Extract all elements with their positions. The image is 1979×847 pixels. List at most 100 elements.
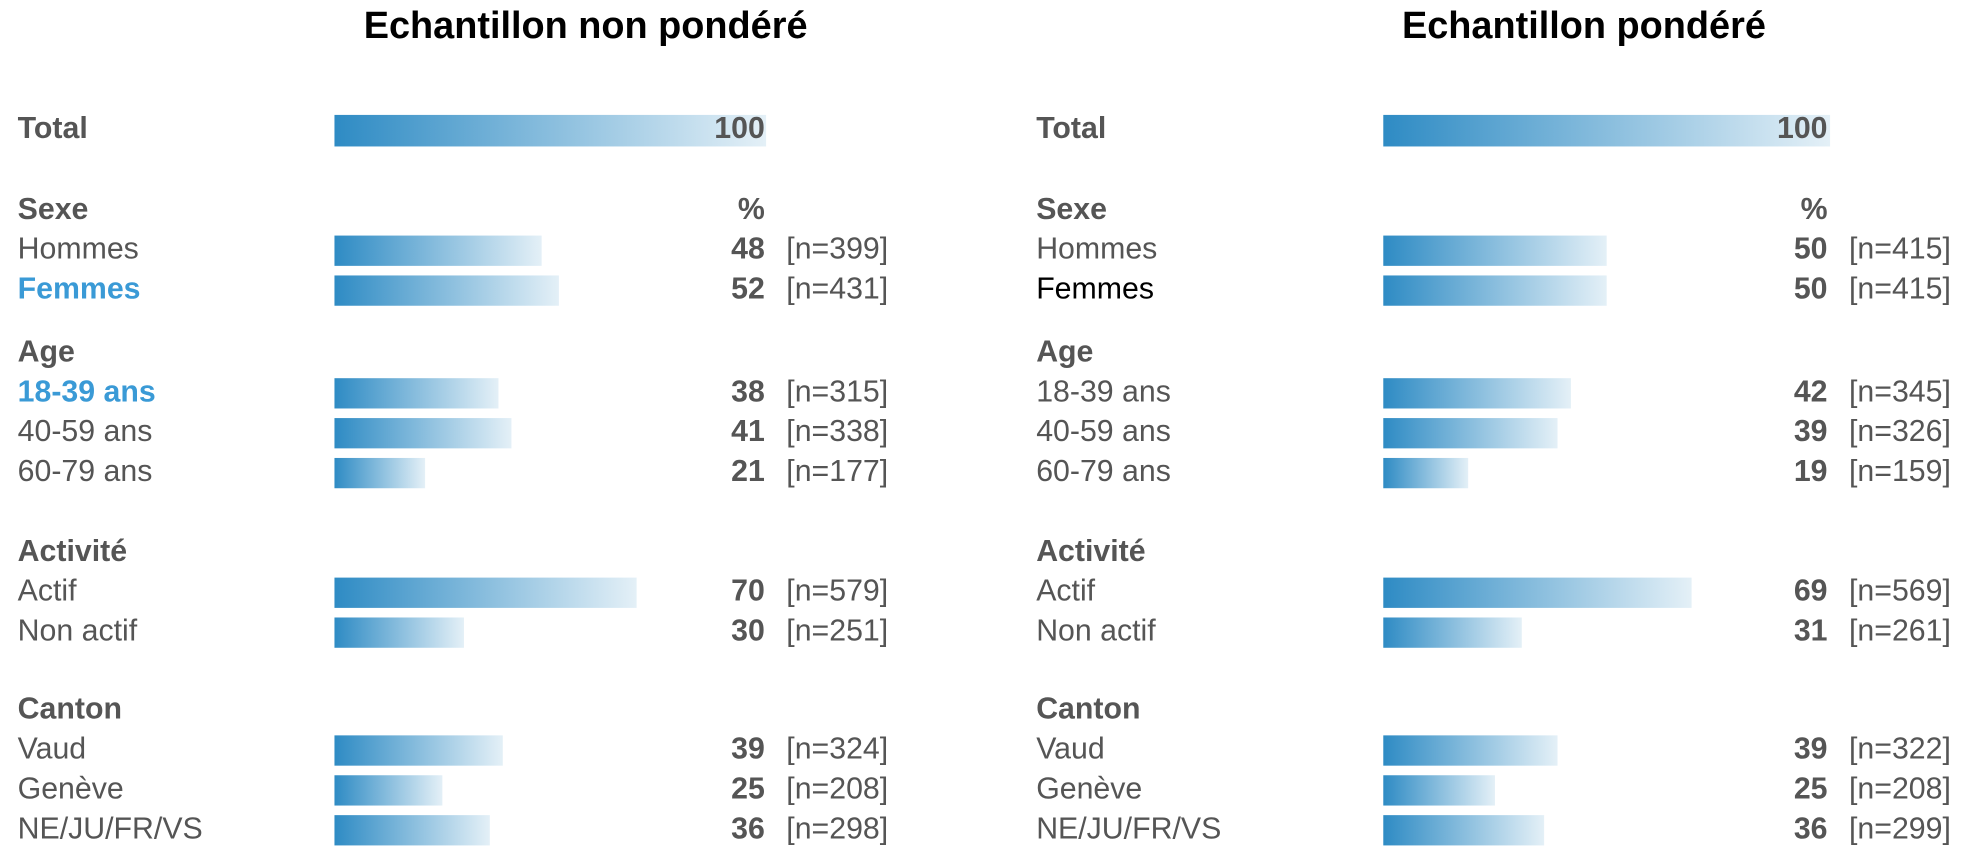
n-label: [n=251] xyxy=(786,615,888,648)
bar xyxy=(334,617,464,648)
value-label: 36 xyxy=(1794,812,1828,845)
bar xyxy=(1383,815,1545,846)
bar xyxy=(334,815,490,846)
total-bar xyxy=(1383,114,1831,147)
n-label: [n=322] xyxy=(1849,733,1951,766)
value-label: 39 xyxy=(731,733,765,766)
n-label: [n=315] xyxy=(786,375,888,408)
group-header: Sexe xyxy=(1036,193,1107,226)
bar xyxy=(334,775,443,806)
value-label: 25 xyxy=(731,772,765,805)
bar xyxy=(1383,418,1558,449)
category-label: Vaud xyxy=(1036,733,1104,766)
category-label: Genève xyxy=(18,772,124,805)
bar xyxy=(334,378,499,409)
value-label: 31 xyxy=(1794,615,1828,648)
category-label: Femmes xyxy=(18,273,141,306)
value-label: 39 xyxy=(1794,415,1828,448)
unit-header: % xyxy=(738,193,765,226)
n-label: [n=208] xyxy=(1849,772,1951,805)
unit-header: % xyxy=(1801,193,1828,226)
n-label: [n=299] xyxy=(1849,812,1951,845)
n-label: [n=159] xyxy=(1849,455,1951,488)
bar xyxy=(1383,378,1571,409)
category-label: Femmes xyxy=(1036,273,1154,306)
category-label: Genève xyxy=(1036,772,1142,805)
bar xyxy=(1383,577,1692,608)
group-header: Age xyxy=(18,335,75,368)
value-label: 50 xyxy=(1794,273,1828,306)
panel-title: Echantillon pondéré xyxy=(1402,5,1766,47)
total-label: Total xyxy=(1036,112,1106,145)
n-label: [n=579] xyxy=(786,575,888,608)
category-label: Actif xyxy=(1036,575,1095,608)
n-label: [n=324] xyxy=(786,733,888,766)
category-label: Hommes xyxy=(1036,233,1157,266)
group-header: Sexe xyxy=(18,193,89,226)
category-label: Non actif xyxy=(18,615,138,648)
value-label: 70 xyxy=(731,575,765,608)
group-header: Activité xyxy=(18,535,127,568)
total-value: 100 xyxy=(714,112,765,145)
n-label: [n=208] xyxy=(786,772,888,805)
value-label: 25 xyxy=(1794,772,1828,805)
bar xyxy=(1383,617,1522,648)
value-label: 39 xyxy=(1794,733,1828,766)
bar xyxy=(334,457,426,489)
value-label: 41 xyxy=(731,415,765,448)
panel-title: Echantillon non pondéré xyxy=(364,5,808,47)
category-label: 40-59 ans xyxy=(18,415,153,448)
n-label: [n=415] xyxy=(1849,233,1951,266)
total-value: 100 xyxy=(1777,112,1828,145)
bar xyxy=(334,275,559,306)
total-label: Total xyxy=(18,112,88,145)
bar xyxy=(334,735,503,766)
n-label: [n=298] xyxy=(786,812,888,845)
n-label: [n=261] xyxy=(1849,615,1951,648)
value-label: 52 xyxy=(731,273,765,306)
group-header: Canton xyxy=(1036,693,1140,726)
n-label: [n=326] xyxy=(1849,415,1951,448)
n-label: [n=338] xyxy=(786,415,888,448)
category-label: 60-79 ans xyxy=(1036,455,1171,488)
value-label: 19 xyxy=(1794,455,1828,488)
group-header: Activité xyxy=(1036,535,1145,568)
bar xyxy=(1383,235,1607,266)
bar xyxy=(1383,775,1495,806)
value-label: 21 xyxy=(731,455,765,488)
value-label: 42 xyxy=(1794,375,1828,408)
value-label: 69 xyxy=(1794,575,1828,608)
n-label: [n=177] xyxy=(786,455,888,488)
bar xyxy=(334,418,512,449)
n-label: [n=415] xyxy=(1849,273,1951,306)
value-label: 48 xyxy=(731,233,765,266)
category-label: 60-79 ans xyxy=(18,455,153,488)
total-bar xyxy=(334,114,767,147)
category-label: Hommes xyxy=(18,233,139,266)
n-label: [n=569] xyxy=(1849,575,1951,608)
value-label: 30 xyxy=(731,615,765,648)
bar xyxy=(1383,735,1558,766)
n-label: [n=399] xyxy=(786,233,888,266)
category-label: 40-59 ans xyxy=(1036,415,1171,448)
bar xyxy=(334,577,637,608)
group-header: Canton xyxy=(18,693,122,726)
n-label: [n=431] xyxy=(786,273,888,306)
value-label: 50 xyxy=(1794,233,1828,266)
category-label: NE/JU/FR/VS xyxy=(1036,812,1221,845)
category-label: Vaud xyxy=(18,733,86,766)
group-header: Age xyxy=(1036,335,1093,368)
category-label: Non actif xyxy=(1036,615,1156,648)
category-label: 18-39 ans xyxy=(1036,375,1171,408)
bar xyxy=(1383,275,1607,306)
bar xyxy=(334,235,542,266)
category-label: 18-39 ans xyxy=(18,375,156,408)
category-label: Actif xyxy=(18,575,77,608)
value-label: 36 xyxy=(731,812,765,845)
bar xyxy=(1383,457,1469,489)
n-label: [n=345] xyxy=(1849,375,1951,408)
category-label: NE/JU/FR/VS xyxy=(18,812,203,845)
value-label: 38 xyxy=(731,375,765,408)
